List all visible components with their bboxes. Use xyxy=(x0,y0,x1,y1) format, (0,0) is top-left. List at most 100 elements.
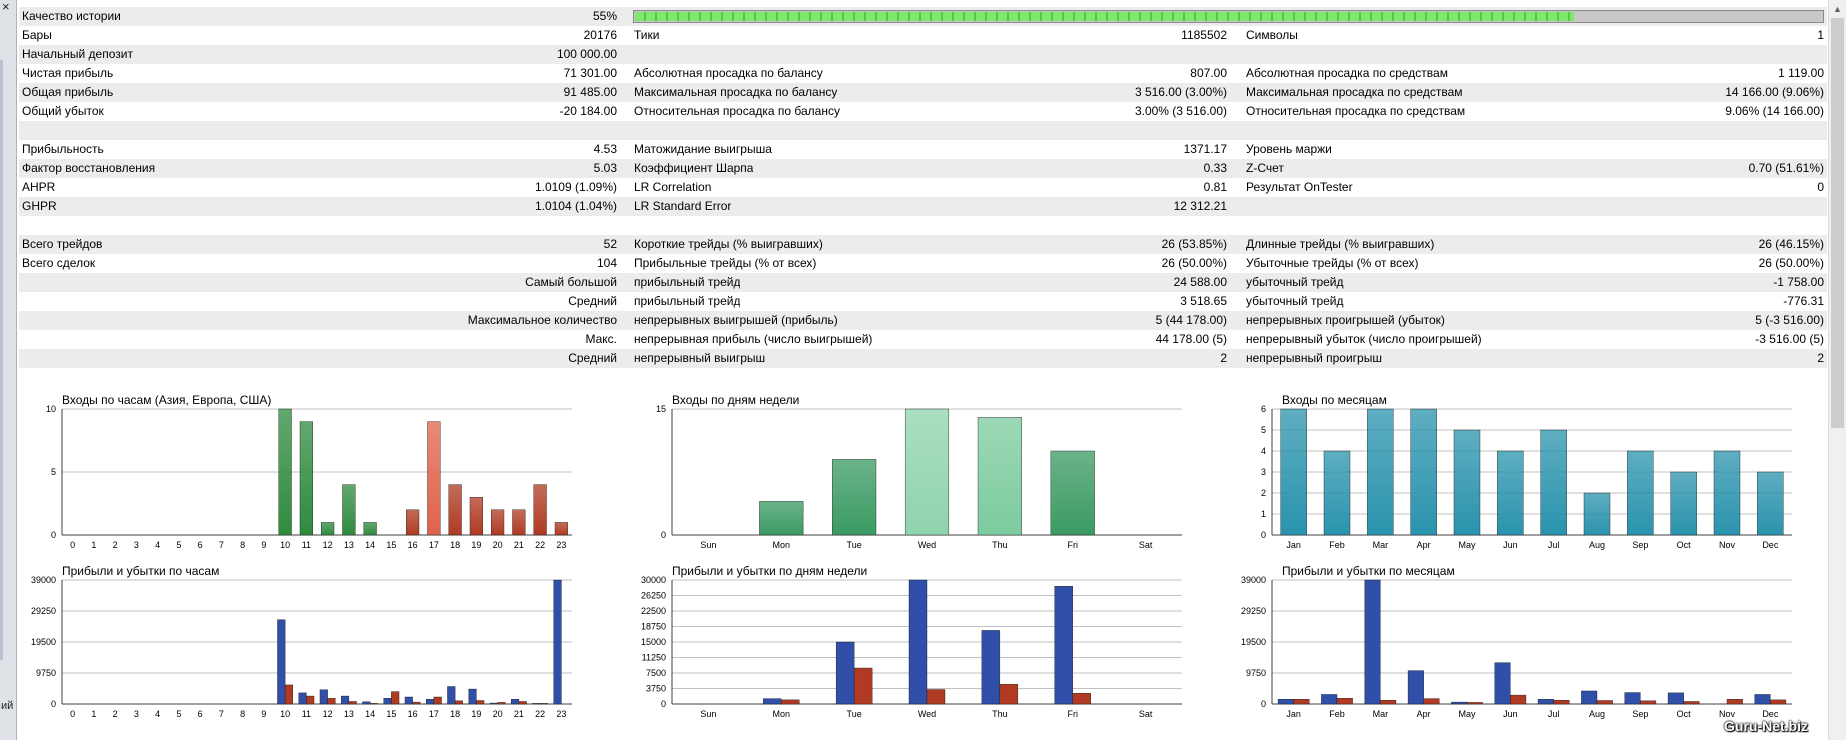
chart-bar xyxy=(1497,450,1524,536)
stats-label-2: Относительная просадка по балансу xyxy=(634,104,840,118)
chart-bar xyxy=(363,522,377,536)
stats-row: Бары 20176 Тики 1185502 Символы 1 xyxy=(19,26,1827,45)
chart-bar xyxy=(999,683,1019,705)
stats-row: Макс. непрерывная прибыль (число выигрыше… xyxy=(19,330,1827,349)
x-tick-label: Thu xyxy=(992,540,1008,550)
chart-bar xyxy=(412,701,421,705)
stats-label-3: непрерывный проигрыш xyxy=(1246,351,1382,365)
x-tick-label: 18 xyxy=(450,540,460,550)
x-tick-label: 10 xyxy=(280,709,290,719)
chart-bar xyxy=(1321,694,1338,705)
x-tick-label: 23 xyxy=(556,540,566,550)
chart-bar xyxy=(554,522,568,536)
chart-pnl-months: Прибыли и убытки по месяцам 0 9750 19500 292… xyxy=(1241,564,1802,724)
stats-row: Всего сделок 104 Прибыльные трейды (% от в… xyxy=(19,254,1827,273)
y-tick-label: 9750 xyxy=(36,668,56,678)
stats-row: Максимальное количество непрерывных выигр… xyxy=(19,311,1827,330)
y-tick-label: 7500 xyxy=(646,668,666,678)
scrollbar-thumb[interactable] xyxy=(1831,18,1844,428)
stats-value-1: 104 xyxy=(596,256,617,270)
side-tab-label[interactable]: ий xyxy=(1,700,14,712)
history-quality-value: 55% xyxy=(592,9,617,23)
chart-bar xyxy=(426,699,435,705)
x-tick-label: Sat xyxy=(1139,709,1153,719)
y-tick-label: 19500 xyxy=(31,637,56,647)
x-tick-label: Sep xyxy=(1632,540,1648,550)
stats-label-1: Начальный депозит xyxy=(22,47,133,61)
y-tick-label: 6 xyxy=(1261,404,1266,414)
stats-value-1: Макс. xyxy=(585,332,617,346)
x-tick-label: 5 xyxy=(176,709,181,719)
x-tick-label: 8 xyxy=(240,709,245,719)
y-tick-label: 26250 xyxy=(641,591,666,601)
side-panel-strip: × ий xyxy=(0,0,17,740)
chart-bar xyxy=(1537,699,1554,705)
chart-bar xyxy=(1670,471,1697,536)
x-tick-label: Nov xyxy=(1719,709,1736,719)
history-quality-label: Качество истории xyxy=(22,9,121,23)
stats-label-2: непрерывный выигрыш xyxy=(634,351,766,365)
chart-bar xyxy=(341,695,350,705)
close-icon[interactable]: × xyxy=(2,0,10,14)
chart-bar xyxy=(1277,699,1294,705)
chart-bar xyxy=(427,421,441,536)
chart-entries-hours: Входы по часам (Азия, Европа, США) 0 5 10 0 1… xyxy=(22,393,582,555)
y-tick-label: 18750 xyxy=(641,622,666,632)
chart-title: Прибыли и убытки по месяцам xyxy=(1282,564,1455,578)
chart-bar xyxy=(1583,492,1611,536)
stats-label-1: Всего трейдов xyxy=(22,237,103,251)
x-tick-label: 17 xyxy=(429,540,439,550)
vertical-scrollbar[interactable]: ▲ xyxy=(1828,0,1846,740)
x-tick-label: 6 xyxy=(198,540,203,550)
stats-value-1: 4.53 xyxy=(593,142,617,156)
scroll-up-arrow-icon[interactable]: ▲ xyxy=(1833,4,1842,14)
stats-value-3: 26 (50.00%) xyxy=(1758,256,1824,270)
chart-bar xyxy=(904,408,950,536)
chart-title: Входы по месяцам xyxy=(1282,393,1387,407)
y-tick-label: 1 xyxy=(1261,509,1266,519)
stats-value-3: 0 xyxy=(1817,180,1824,194)
x-tick-label: Mon xyxy=(773,709,791,719)
chart-bar xyxy=(1050,450,1095,536)
chart-title: Входы по дням недели xyxy=(672,393,800,407)
stats-label-3: Убыточные трейды (% от всех) xyxy=(1246,256,1419,270)
x-tick-label: 14 xyxy=(365,709,375,719)
chart-bar xyxy=(327,698,336,705)
history-quality-bar xyxy=(633,10,1824,23)
y-tick-label: 5 xyxy=(51,467,56,477)
x-tick-label: May xyxy=(1458,709,1476,719)
stats-value-3: 2 xyxy=(1817,351,1824,365)
chart-bar xyxy=(853,667,873,705)
x-tick-label: Sun xyxy=(700,540,716,550)
y-tick-label: 0 xyxy=(661,699,666,709)
stats-row: GHPR 1.0104 (1.04%) LR Standard Error 12 31… xyxy=(19,197,1827,216)
stats-row: Чистая прибыль 71 301.00 Абсолютная просад… xyxy=(19,64,1827,83)
stats-value-3: 0.70 (51.61%) xyxy=(1748,161,1824,175)
chart-bar xyxy=(1683,701,1700,705)
chart-bar xyxy=(553,579,562,705)
stats-table: Бары 20176 Тики 1185502 Символы 1 Начальный де… xyxy=(19,26,1827,387)
stats-label-3: Абсолютная просадка по средствам xyxy=(1246,66,1448,80)
stats-value-2: 3 518.65 xyxy=(1180,294,1227,308)
y-tick-label: 15000 xyxy=(641,637,666,647)
x-tick-label: Aug xyxy=(1589,540,1605,550)
stats-value-2: 1371.17 xyxy=(1183,142,1227,156)
chart-bar xyxy=(448,484,462,536)
stats-value-1: Максимальное количество xyxy=(467,313,617,327)
x-tick-label: Sat xyxy=(1139,540,1153,550)
stats-value-2: 0.33 xyxy=(1203,161,1227,175)
chart-bar xyxy=(1540,429,1567,536)
x-tick-label: Jun xyxy=(1503,709,1518,719)
x-tick-label: 21 xyxy=(514,540,524,550)
chart-bar xyxy=(1624,692,1641,705)
y-tick-label: 39000 xyxy=(1241,575,1266,585)
stats-row xyxy=(19,121,1827,140)
stats-row: Общий убыток -20 184.00 Относительная прос… xyxy=(19,102,1827,121)
chart-bar xyxy=(1072,693,1091,705)
chart-bar xyxy=(321,522,335,536)
chart-bar xyxy=(518,701,527,705)
chart-bar xyxy=(406,509,420,536)
stats-value-2: 1185502 xyxy=(1181,28,1227,42)
history-quality-fill xyxy=(635,12,1575,21)
chart-bar xyxy=(511,699,520,705)
